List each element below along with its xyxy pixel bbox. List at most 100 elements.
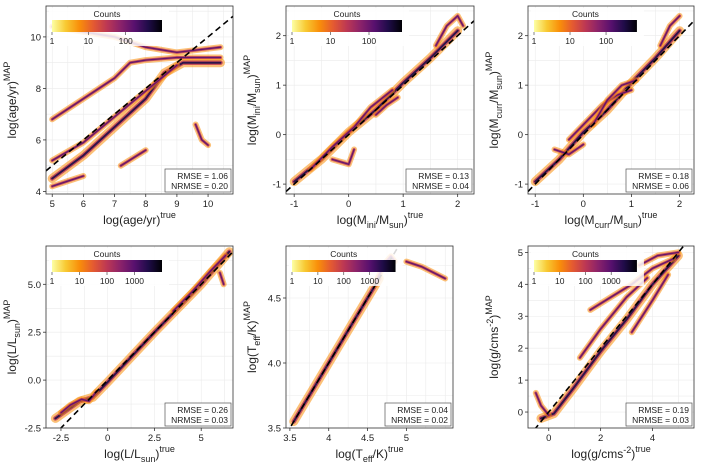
nrmse-value: NRMSE = 0.04 [412,181,469,191]
density-track-core [592,79,637,126]
colorbar-tick-label: 10 [565,36,575,46]
panel-border [285,245,454,429]
panel-border [527,5,695,195]
density-track-core [435,15,464,47]
density-track-core [331,148,355,165]
y-tick-label: 0 [518,130,523,141]
x-tick-label: 1 [629,199,634,210]
label-part: log(T [245,345,259,373]
label-part: sun [494,75,504,90]
y-tick-label: 3 [518,312,523,323]
label-part: sun [623,220,638,230]
label-part: ini [367,220,376,230]
x-tick-label: 0 [581,199,586,210]
label-part: /M [376,213,389,227]
x-tick-label: 5 [199,433,204,444]
label-part: ) [487,71,501,75]
colorbar-tick-label: 1000 [125,276,144,286]
y-tick-label: 4 [36,187,41,198]
label-part: log(g/cms [571,447,623,461]
label-part: log(age/yr) [5,81,19,138]
rmse-value: RMSE = 0.26 [177,405,228,415]
y-tick-label: 5 [518,248,523,259]
density-track-core [60,390,98,414]
colorbar-tick-label: 1 [50,276,55,286]
rmse-value: RMSE = 0.19 [638,405,689,415]
x-tick-label: 10 [203,199,214,210]
density-track-core [638,251,680,266]
colorbar [292,20,402,32]
label-part: ) [631,447,635,461]
x-tick-label: 4 [650,433,655,444]
colorbar-legend: Counts 1 10 100 [531,8,644,46]
colorbar-tick-label: 1 [290,276,295,286]
label-superscript: MAP [2,300,12,320]
colorbar-tick-label: 100 [337,276,351,286]
y-tick-label: -1 [273,180,281,191]
x-tick-label: 2.5 [148,433,161,444]
rmse-box-frame [625,402,693,427]
panel-2: -1 0 1 2-1012log(Mini/Msun)truelog(Mini/Msu… [242,5,475,230]
panel-4: -2.5 0 2.5 5-2.50.02.55.0log(L/Lsun)truelog… [2,245,234,464]
label-part: -2 [623,445,631,455]
x-tick-label: -1 [531,199,539,210]
label-part: -2 [485,319,495,327]
nrmse-value: NRMSE = 0.20 [171,181,228,191]
colorbar-title: Counts [94,249,121,259]
y-tick-label: 5.0 [28,280,41,291]
colorbar-legend: Counts 1 10 100 [49,8,169,46]
colorbar-tick-label: 1 [532,276,537,286]
y-tick-label: 2.5 [28,328,41,339]
label-part: log(T [335,447,363,461]
x-tick-label: 2 [598,433,603,444]
x-tick-label: 6 [81,199,86,210]
label-superscript: true [408,210,424,220]
y-tick-label: 1 [276,81,281,92]
density-track-core [375,96,399,116]
x-axis-label: log(g/cms-2)true [571,444,651,461]
density-track-core [540,254,680,420]
x-tick-label: -2.5 [53,433,69,444]
y-tick-label: 0 [276,130,281,141]
label-part: ) [638,213,642,227]
y-tick-label: 2 [518,344,523,355]
colorbar-tick-label: 100 [599,36,613,46]
x-tick-label: 9 [174,199,179,210]
colorbar-tick-label: 1000 [360,276,379,286]
colorbar-title: Counts [94,9,121,19]
label-superscript: MAP [2,62,12,82]
x-tick-label: 5 [50,199,55,210]
colorbar-legend: Counts 1 10 100 1000 [289,248,403,286]
nrmse-value: NRMSE = 0.03 [632,415,689,425]
y-tick-label: -2.5 [25,424,41,435]
label-part: log(M [245,115,259,145]
density-track-core [172,254,227,312]
label-part: log(M [565,213,595,227]
colorbar [292,260,396,272]
x-axis-label: log(Mcurr/Msun)true [565,210,658,230]
colorbar-title: Counts [330,249,357,259]
y-axis-label: log(L/Lsun)MAP [2,300,22,375]
colorbar-legend: Counts 1 10 100 [289,8,409,46]
label-part: ) [487,315,501,319]
x-tick-label: 0 [105,433,110,444]
label-part: log(M [337,213,367,227]
label-superscript: MAP [484,52,494,72]
colorbar [52,260,162,272]
y-tick-label: 2 [276,31,281,42]
rmse-value: RMSE = 0.04 [397,405,448,415]
colorbar-tick-label: 10 [326,36,336,46]
density-track-core [309,89,393,170]
identity-line [59,251,233,428]
rmse-box-frame [405,168,473,193]
colorbar-tick-label: 10 [555,276,565,286]
x-tick-label: 2 [677,199,682,210]
colorbar [52,20,162,32]
colorbar-legend: Counts 1 10 100 1000 [49,248,169,286]
colorbar-title: Counts [334,9,361,19]
y-tick-label: 4 [518,280,523,291]
y-tick-label: 0 [518,408,523,419]
